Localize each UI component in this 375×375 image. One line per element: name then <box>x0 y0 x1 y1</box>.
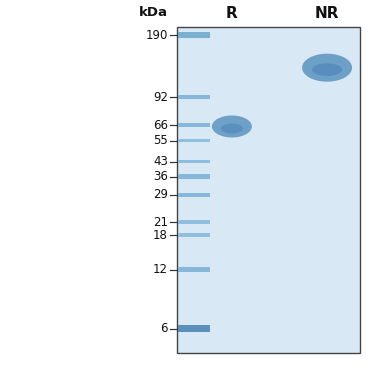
Bar <box>178 267 210 272</box>
Text: R: R <box>226 6 238 21</box>
Bar <box>178 174 210 179</box>
Text: 43: 43 <box>153 155 168 168</box>
Ellipse shape <box>221 123 243 134</box>
Text: 12: 12 <box>153 263 168 276</box>
Bar <box>178 139 210 142</box>
Bar <box>178 160 210 163</box>
Bar <box>178 220 210 224</box>
Text: 6: 6 <box>160 322 168 335</box>
Ellipse shape <box>212 116 252 138</box>
Bar <box>178 193 210 197</box>
Text: 29: 29 <box>153 189 168 201</box>
Bar <box>178 123 210 127</box>
Ellipse shape <box>312 63 342 76</box>
Text: 36: 36 <box>153 170 168 183</box>
Text: 92: 92 <box>153 90 168 104</box>
Bar <box>178 95 210 99</box>
Bar <box>177 27 360 353</box>
Bar <box>178 233 210 237</box>
Ellipse shape <box>302 54 352 82</box>
Bar <box>178 33 210 39</box>
Text: 18: 18 <box>153 229 168 242</box>
Text: 66: 66 <box>153 118 168 132</box>
Text: 21: 21 <box>153 216 168 229</box>
Text: NR: NR <box>315 6 339 21</box>
Text: kDa: kDa <box>139 6 168 20</box>
Text: 190: 190 <box>146 29 168 42</box>
Text: 55: 55 <box>153 134 168 147</box>
Bar <box>178 325 210 332</box>
